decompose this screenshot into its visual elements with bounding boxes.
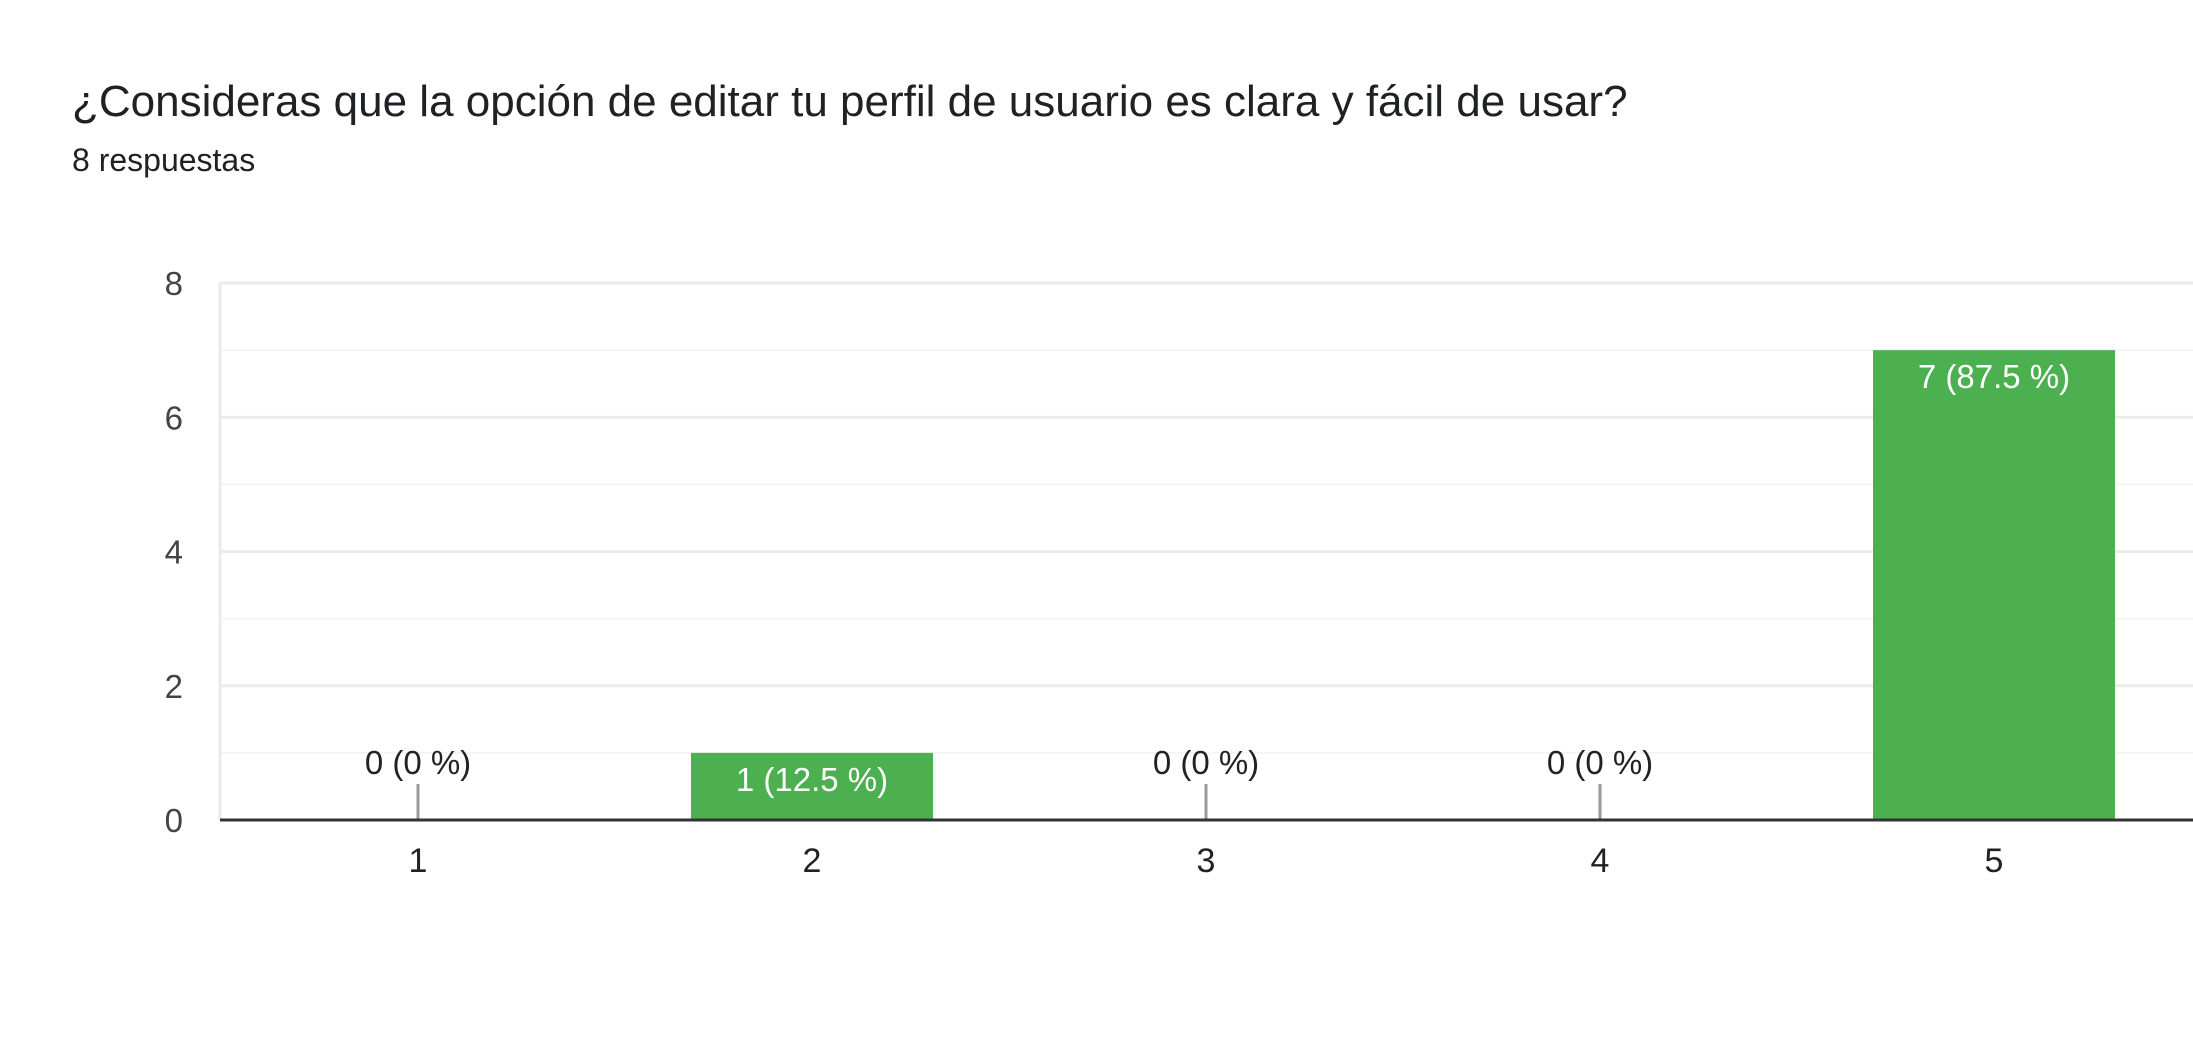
data-label-3: 0 (0 %)	[1153, 744, 1259, 781]
bar-2	[691, 752, 933, 820]
bar-5	[1873, 350, 2115, 820]
y-tick-label: 2	[165, 668, 183, 705]
labels-layer: 0 2 4 6 8 0 (0 %) 1 1 (12.5 %) 2 0 (0 %) 3 0 (0 %) 4…	[165, 265, 2070, 880]
grid-layer	[218, 281, 2193, 820]
question-title: ¿Consideras que la opción de editar tu p…	[72, 77, 1628, 126]
x-category-label-3: 3	[1197, 842, 1216, 880]
y-tick-label: 6	[165, 399, 183, 436]
data-label-2: 1 (12.5 %)	[736, 761, 888, 798]
y-tick-label: 0	[165, 802, 183, 839]
data-label-5: 7 (87.5 %)	[1918, 358, 2070, 395]
data-label-4: 0 (0 %)	[1547, 744, 1653, 781]
x-category-label-2: 2	[803, 842, 822, 880]
bars-layer	[416, 350, 2115, 820]
data-label-1: 0 (0 %)	[365, 744, 471, 781]
y-tick-label: 8	[165, 265, 183, 302]
x-category-label-5: 5	[1985, 842, 2004, 880]
x-category-label-4: 4	[1591, 842, 1610, 880]
x-category-label-1: 1	[409, 842, 428, 880]
y-tick-label: 4	[165, 534, 183, 571]
response-count: 8 respuestas	[72, 142, 256, 178]
question-header: ¿Consideras que la opción de editar tu p…	[72, 74, 1628, 180]
